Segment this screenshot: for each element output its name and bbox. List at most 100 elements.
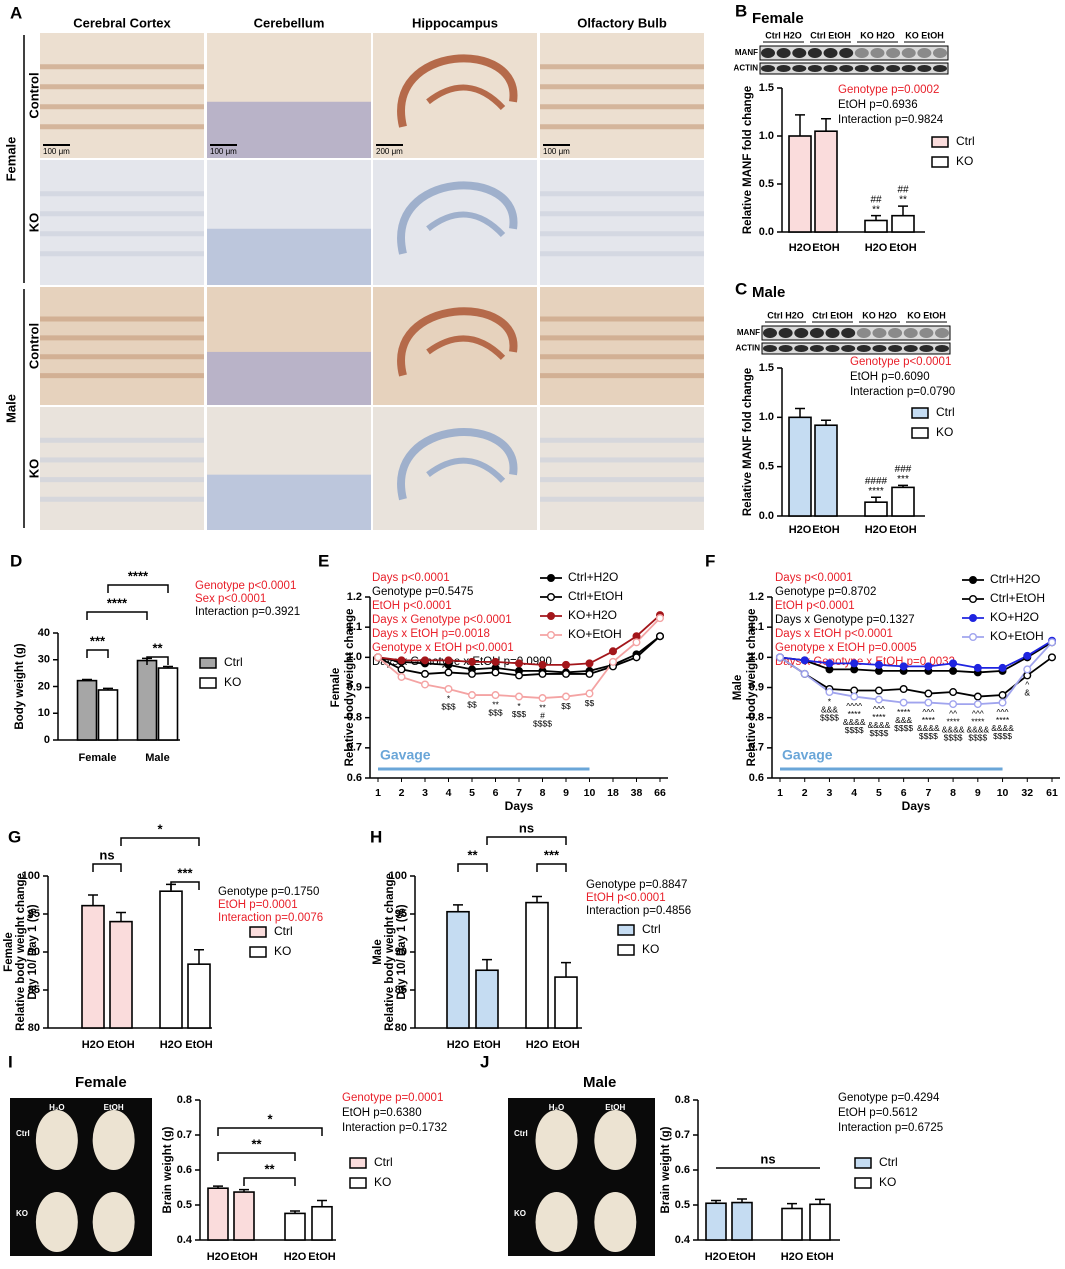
- legend-swatch: [349, 1177, 367, 1189]
- blot-band: [872, 328, 887, 338]
- bar: [705, 1202, 727, 1241]
- blot-band: [841, 328, 856, 338]
- y-axis-label: Relative body weight change: [344, 609, 356, 767]
- significance-label: **: [899, 195, 907, 206]
- significance-label: ****: [872, 712, 886, 722]
- blot-band: [888, 328, 903, 338]
- series-point: [973, 700, 982, 709]
- stat-text: Interaction p=0.6725: [838, 1122, 943, 1134]
- blot-lane-label: KO H2O: [860, 30, 895, 40]
- series-point: [374, 653, 383, 662]
- legend-marker: [547, 593, 556, 602]
- legend-marker: [547, 631, 556, 640]
- series-point: [998, 691, 1007, 700]
- bar: [788, 416, 812, 517]
- significance-label: ^^^^: [846, 701, 862, 711]
- bracket-label: ***: [544, 847, 560, 862]
- significance-bracket: [107, 584, 169, 593]
- blot-band-label: MANF: [737, 328, 760, 337]
- x-tick-label: 2: [399, 787, 405, 799]
- bracket-label: **: [467, 847, 478, 862]
- significance-label: ****: [868, 486, 884, 497]
- x-tick-label: H2O: [526, 1039, 549, 1051]
- stat-text: Interaction p=0.4856: [586, 905, 691, 917]
- series-point: [491, 668, 500, 677]
- legend-swatch: [911, 407, 929, 419]
- legend-marker: [547, 574, 556, 583]
- blot-lane-label: KO H2O: [862, 310, 897, 320]
- x-tick-label: 1: [777, 787, 783, 799]
- significance-label: ****: [971, 716, 985, 726]
- brain: [594, 1110, 637, 1170]
- series-point: [656, 614, 665, 623]
- significance-label: ^^: [949, 708, 957, 718]
- x-tick-label: 5: [876, 787, 882, 799]
- blot-lane-label: KO EtOH: [905, 30, 944, 40]
- series-point: [800, 656, 809, 665]
- x-tick-label: 10: [584, 787, 596, 799]
- stat-text: Interaction p=0.1732: [342, 1122, 447, 1134]
- bar: [731, 1201, 753, 1241]
- blot-band: [776, 48, 791, 58]
- panel-letter: G: [8, 827, 21, 846]
- stat-text: Interaction p=0.3921: [195, 606, 300, 618]
- stat-text: Interaction p=0.0076: [218, 912, 323, 924]
- blot-membrane: [759, 62, 949, 75]
- legend-label: KO: [274, 944, 291, 958]
- y-tick-label: 100: [22, 870, 40, 882]
- significance-label: $$$$: [533, 718, 552, 728]
- bar: [864, 501, 888, 517]
- bracket-label: ns: [760, 1151, 775, 1166]
- blot-band: [839, 65, 854, 72]
- brain: [535, 1192, 578, 1252]
- tissue-band: [540, 64, 704, 70]
- blot-band: [778, 345, 793, 352]
- bar: [97, 689, 119, 741]
- series-point: [899, 662, 908, 671]
- blot-band: [933, 48, 947, 58]
- legend-label: Ctrl+EtOH: [990, 591, 1045, 605]
- y-axis-label: Relative MANF fold change: [742, 368, 754, 516]
- error-bar: [821, 117, 831, 132]
- series-point: [924, 698, 933, 707]
- dentate-gyrus: [426, 84, 506, 111]
- error-bar: [795, 114, 805, 136]
- bar: [788, 135, 812, 233]
- legend-label: KO: [642, 942, 659, 956]
- x-tick-label: 2: [802, 787, 808, 799]
- legend-marker: [969, 614, 978, 623]
- blot-band: [854, 48, 869, 58]
- significance-label: $$$: [441, 701, 455, 711]
- y-tick-label: 20: [38, 680, 50, 692]
- brain: [35, 1110, 78, 1170]
- significance-label: $$$$: [993, 731, 1012, 741]
- significance-label: &&&&: [843, 717, 866, 727]
- x-tick-label: EtOH: [185, 1039, 213, 1051]
- error-bar: [871, 214, 881, 221]
- error-bar: [290, 1210, 300, 1214]
- bar: [864, 219, 888, 233]
- bracket-label: ns: [519, 820, 534, 835]
- blot-band: [870, 48, 885, 58]
- tissue-band: [40, 437, 204, 443]
- x-tick-label: EtOH: [812, 524, 840, 536]
- x-tick-label: 8: [540, 787, 546, 799]
- bar: [446, 910, 470, 1029]
- significance-bracket: [457, 863, 488, 872]
- bar: [475, 969, 499, 1029]
- x-tick-label: 8: [950, 787, 956, 799]
- y-tick-label: 0.6: [177, 1164, 192, 1176]
- brain: [535, 1110, 578, 1170]
- blot-band: [901, 48, 916, 58]
- tissue-band: [540, 84, 704, 90]
- tissue-band: [540, 124, 704, 130]
- y-tick-label: 0.5: [177, 1199, 192, 1211]
- significance-label: ^^^: [873, 704, 885, 714]
- dentate-gyrus: [426, 457, 506, 483]
- blot-band: [935, 345, 949, 352]
- bar: [76, 679, 98, 741]
- series-point: [609, 647, 618, 656]
- blot-band: [870, 65, 885, 72]
- tissue-band: [40, 335, 204, 341]
- significance-bracket: [217, 1152, 296, 1161]
